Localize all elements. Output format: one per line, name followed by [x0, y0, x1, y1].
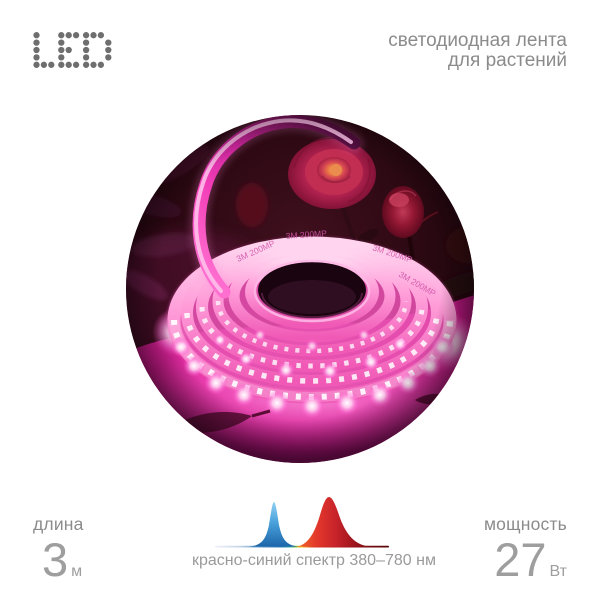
spec-length-value: 3 — [42, 533, 69, 586]
red-blue-spectrum-icon — [215, 497, 389, 548]
spec-power-value: 27 — [494, 533, 547, 586]
tagline-line-2: для растений — [447, 49, 567, 71]
spec-length: длина 3 м — [33, 514, 84, 585]
led-dot-matrix-logo-icon — [33, 32, 112, 68]
spec-power: мощность 27 Вт — [484, 514, 567, 585]
spectrum-caption: красно-синий спектр 380–780 нм — [192, 552, 436, 569]
vignette — [126, 115, 474, 463]
spectrum-block: красно-синий спектр 380–780 нм — [192, 494, 436, 570]
product-tagline: светодиодная лента для растений — [388, 31, 567, 70]
spec-power-unit: Вт — [549, 563, 567, 580]
red-peak — [295, 497, 373, 547]
spec-power-label: мощность — [483, 514, 567, 534]
brand-logo — [33, 31, 153, 71]
tagline-line-1: светодиодная лента — [388, 30, 567, 51]
spec-length-label: длина — [33, 514, 84, 534]
blue-peak — [249, 502, 299, 547]
spec-length-unit: м — [71, 563, 83, 580]
